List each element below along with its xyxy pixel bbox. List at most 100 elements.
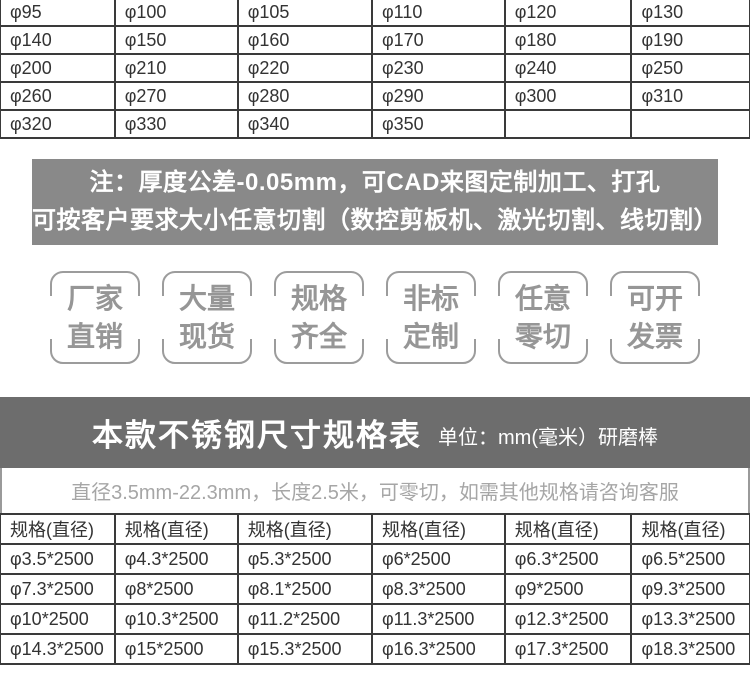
table-row: φ7.3*2500 φ8*2500 φ8.1*2500 φ8.3*2500 φ9*250…: [0, 573, 750, 605]
diameter-table: φ95 φ100 φ105 φ110 φ120 φ130 φ140 φ150 φ160 φ170 φ…: [0, 0, 750, 139]
feature-badges: 厂家 直销 大量 现货 规格 齐全 非标 定制 任意 零切 可开 发票: [0, 271, 750, 364]
spec-cell: φ11.2*2500: [236, 603, 373, 635]
diameter-cell: φ250: [630, 53, 750, 83]
spec-cell: φ15.3*2500: [236, 633, 373, 665]
diameter-cell: φ170: [370, 25, 506, 55]
diameter-cell: φ320: [0, 109, 116, 139]
badge-text-line: 大量: [178, 282, 235, 314]
diameter-cell: φ190: [630, 25, 750, 55]
diameter-cell: φ210: [113, 53, 239, 83]
diameter-cell: φ300: [503, 81, 633, 111]
spec-column-header: 规格(直径): [0, 513, 116, 545]
diameter-cell: [503, 109, 633, 139]
diameter-cell: φ100: [113, 0, 239, 27]
diameter-cell: φ160: [236, 25, 373, 55]
badge-text-line: 非标: [402, 282, 459, 314]
feature-badge: 任意 零切: [496, 271, 590, 364]
diameter-cell: φ280: [236, 81, 373, 111]
spec-cell: φ5.3*2500: [236, 543, 373, 575]
size-table-banner: 本款不锈钢尺寸规格表 单位：mm(毫米）研磨棒: [0, 397, 750, 468]
spec-cell: φ6.5*2500: [630, 543, 750, 575]
table-row: φ260 φ270 φ280 φ290 φ300 φ310: [0, 81, 750, 111]
diameter-cell: φ230: [370, 53, 506, 83]
badge-text-line: 现货: [178, 320, 235, 352]
diameter-cell: φ105: [236, 0, 373, 27]
diameter-cell: φ350: [370, 109, 506, 139]
spec-cell: φ3.5*2500: [0, 543, 116, 575]
diameter-cell: φ220: [236, 53, 373, 83]
spec-cell: φ12.3*2500: [503, 603, 633, 635]
spec-cell: φ4.3*2500: [113, 543, 239, 575]
spec-cell: φ11.3*2500: [370, 603, 506, 635]
diameter-cell: φ95: [0, 0, 116, 27]
badge-text-line: 直销: [66, 320, 123, 352]
spec-cell: φ10.3*2500: [113, 603, 239, 635]
feature-badge: 非标 定制: [384, 271, 478, 364]
feature-badge: 可开 发票: [608, 271, 702, 364]
spec-cell: φ16.3*2500: [370, 633, 506, 665]
badge-text-line: 齐全: [290, 320, 347, 352]
spec-cell: φ15*2500: [113, 633, 239, 665]
spec-column-header: 规格(直径): [370, 513, 506, 545]
diameter-cell: φ140: [0, 25, 116, 55]
spec-table-body: φ3.5*2500 φ4.3*2500 φ5.3*2500 φ6*2500 φ6.3*2…: [0, 543, 750, 665]
size-range-row: 直径3.5mm-22.3mm，长度2.5米，可零切，如需其他规格请咨询客服: [0, 468, 750, 513]
size-range-subtitle: 直径3.5mm-22.3mm，长度2.5米，可零切，如需其他规格请咨询客服: [71, 482, 679, 504]
diameter-cell: φ340: [236, 109, 373, 139]
diameter-cell: φ130: [630, 0, 750, 27]
diameter-cell: φ290: [370, 81, 506, 111]
badge-text-line: 厂家: [66, 282, 123, 314]
spec-cell: φ17.3*2500: [503, 633, 633, 665]
diameter-cell: φ270: [113, 81, 239, 111]
spec-table: 规格(直径) 规格(直径) 规格(直径) 规格(直径) 规格(直径) 规格(直径) φ3.…: [0, 513, 750, 665]
note-line-1: 注：厚度公差-0.05mm，可CAD来图定制加工、打孔: [89, 169, 661, 196]
diameter-cell: φ200: [0, 53, 116, 83]
spec-cell: φ8*2500: [113, 573, 239, 605]
note-banner: 注：厚度公差-0.05mm，可CAD来图定制加工、打孔 可按客户要求大小任意切割…: [32, 159, 718, 245]
table-row: φ320 φ330 φ340 φ350: [0, 109, 750, 139]
diameter-cell: φ330: [113, 109, 239, 139]
diameter-cell: φ150: [113, 25, 239, 55]
spec-column-header: 规格(直径): [503, 513, 633, 545]
table-row: φ95 φ100 φ105 φ110 φ120 φ130: [0, 0, 750, 27]
spec-column-header: 规格(直径): [113, 513, 239, 545]
badge-text-line: 可开: [626, 282, 683, 314]
badge-text-line: 任意: [514, 282, 571, 314]
spec-cell: φ18.3*2500: [630, 633, 750, 665]
spec-cell: φ9*2500: [503, 573, 633, 605]
spec-cell: φ13.3*2500: [630, 603, 750, 635]
diameter-cell: φ240: [503, 53, 633, 83]
note-line-2: 可按客户要求大小任意切割（数控剪板机、激光切割、线切割）: [32, 207, 718, 234]
table-row: φ200 φ210 φ220 φ230 φ240 φ250: [0, 53, 750, 83]
badge-text-line: 规格: [290, 282, 347, 314]
diameter-cell: φ180: [503, 25, 633, 55]
table-row: φ140 φ150 φ160 φ170 φ180 φ190: [0, 25, 750, 55]
diameter-cell: [630, 109, 750, 139]
spec-cell: φ6.3*2500: [503, 543, 633, 575]
diameter-cell: φ120: [503, 0, 633, 27]
spec-table-section: 规格(直径) 规格(直径) 规格(直径) 规格(直径) 规格(直径) 规格(直径) φ3.…: [0, 513, 750, 665]
badge-text-line: 定制: [402, 320, 459, 352]
spec-cell: φ8.3*2500: [370, 573, 506, 605]
diameter-cell: φ310: [630, 81, 750, 111]
badge-text-line: 零切: [514, 320, 571, 352]
badge-text-line: 发票: [626, 320, 683, 352]
diameter-table-body: φ95 φ100 φ105 φ110 φ120 φ130 φ140 φ150 φ160 φ170 φ…: [0, 0, 750, 139]
banner-unit: 单位：mm(毫米）研磨棒: [438, 427, 658, 449]
spec-cell: φ14.3*2500: [0, 633, 116, 665]
feature-badge: 规格 齐全: [272, 271, 366, 364]
banner-title: 本款不锈钢尺寸规格表: [92, 418, 422, 453]
spec-cell: φ10*2500: [0, 603, 116, 635]
feature-badge: 大量 现货: [160, 271, 254, 364]
spec-column-header: 规格(直径): [236, 513, 373, 545]
diameter-cell: φ110: [370, 0, 506, 27]
spec-column-header: 规格(直径): [630, 513, 750, 545]
spec-table-head: 规格(直径) 规格(直径) 规格(直径) 规格(直径) 规格(直径) 规格(直径): [0, 513, 750, 545]
table-row: φ3.5*2500 φ4.3*2500 φ5.3*2500 φ6*2500 φ6.3*2…: [0, 543, 750, 575]
diameter-cell: φ260: [0, 81, 116, 111]
spec-header-row: 规格(直径) 规格(直径) 规格(直径) 规格(直径) 规格(直径) 规格(直径): [0, 513, 750, 545]
spec-cell: φ6*2500: [370, 543, 506, 575]
table-row: φ10*2500 φ10.3*2500 φ11.2*2500 φ11.3*2500 φ1…: [0, 603, 750, 635]
feature-badge: 厂家 直销: [48, 271, 142, 364]
